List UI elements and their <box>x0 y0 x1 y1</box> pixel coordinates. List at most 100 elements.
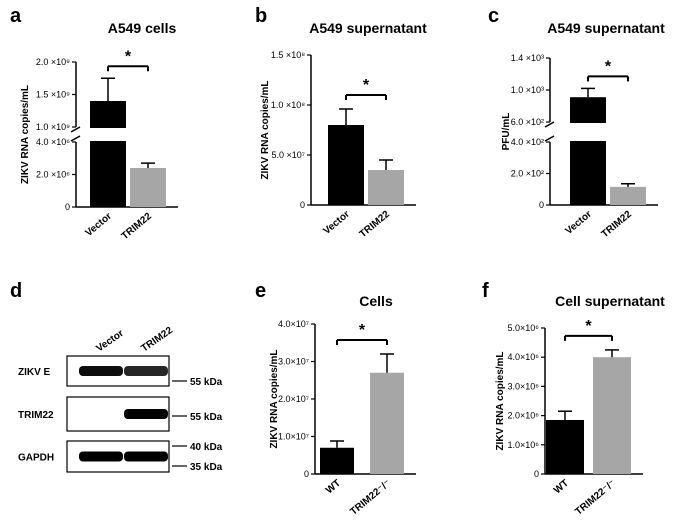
y-tick-label: 1.5 ×10⁸ <box>271 50 305 60</box>
kda-marker: 35 kDa <box>190 462 223 473</box>
panel-title: Cells <box>359 293 393 309</box>
protein-band <box>79 366 123 376</box>
bar-vector <box>570 97 606 205</box>
axis-break-gap <box>89 128 127 141</box>
y-tick-label: 0 <box>534 469 539 479</box>
significance-bracket <box>345 94 387 100</box>
x-tick-label: TRIM22⁻/⁻ <box>348 478 393 518</box>
axis-break-mark <box>70 135 81 142</box>
axis-break-gap <box>569 123 607 141</box>
y-tick-label: 2.0×10⁶ <box>508 411 540 421</box>
y-tick-label: 0 <box>304 469 309 479</box>
bar-wt <box>546 419 584 474</box>
kda-marker: 40 kDa <box>190 442 223 453</box>
significance-star: * <box>363 77 370 94</box>
western-blot-panel: d Vector TRIM22 ZIKV E 55 kDa TRIM22 55 kDa GAP… <box>10 280 223 473</box>
chart-panel-b: b A549 supernatant ZIKV RNA copies/mL 0 5.0 … <box>255 5 427 240</box>
y-tick-label: 1.0 ×10⁸ <box>271 100 305 110</box>
y-tick-label: 0 <box>300 200 305 210</box>
panel-title: A549 cells <box>108 20 177 36</box>
error-bar <box>621 182 635 187</box>
x-tick-label: Vector <box>83 211 114 239</box>
error-bar <box>605 349 619 358</box>
panel-title: Cell supernatant <box>555 293 665 309</box>
x-tick-label: TRIM22 <box>600 209 635 241</box>
error-bar <box>141 162 155 168</box>
x-tick-label: TRIM22 <box>358 209 393 241</box>
y-tick-label: 4.0 ×10⁶ <box>36 137 70 147</box>
chart-panel-f: f Cell supernatant ZIKV RNA copies/mL 0 1.0×… <box>482 280 665 518</box>
y-axis-label: PFU/mL <box>501 113 512 151</box>
x-tick-label: WT <box>324 478 343 496</box>
y-tick-label: 4.0 ×10² <box>511 137 544 147</box>
y-tick-label: 5.0×10⁶ <box>508 323 540 333</box>
y-tick-label: 0 <box>65 202 70 212</box>
y-tick-label: 2.0×10⁷ <box>278 394 309 404</box>
protein-band <box>124 451 168 462</box>
significance-star: * <box>125 48 132 65</box>
chart-panel-a: a A549 cells ZIKV RNA copies/mL 0 2.0 ×10⁶ 4.… <box>10 5 178 242</box>
y-tick-label: 1.0 ×10³ <box>511 85 544 95</box>
y-tick-label: 4.0×10⁷ <box>278 319 309 329</box>
x-tick-label: Vector <box>321 209 352 237</box>
axis-break-mark <box>544 135 555 142</box>
bar-wt <box>320 447 354 474</box>
protein-band <box>124 409 168 419</box>
bar-trim22 <box>368 170 404 205</box>
chart-panel-e: e Cells ZIKV RNA copies/mL 0 1.0×10⁷ 2.0×10⁷ 3… <box>255 280 416 518</box>
protein-band <box>79 451 123 462</box>
y-tick-label: 1.4 ×10³ <box>511 53 544 63</box>
error-bar <box>330 440 344 448</box>
blot-row-label: TRIM22 <box>18 410 54 421</box>
error-bar <box>380 353 394 373</box>
x-tick-label: WT <box>552 478 571 496</box>
x-tick-label: TRIM22 <box>120 211 155 243</box>
panel-letter: e <box>255 280 266 302</box>
protein-band <box>124 366 168 376</box>
panel-title: A549 supernatant <box>547 20 665 36</box>
x-tick-label: TRIM22⁻/⁻ <box>573 478 618 518</box>
blot-row: GAPDH 40 kDa 35 kDa <box>18 440 223 473</box>
error-bar <box>339 108 353 125</box>
blot-row: TRIM22 55 kDa <box>18 396 223 432</box>
y-tick-label: 2.0 ×10⁹ <box>36 57 70 67</box>
error-bar <box>379 159 393 170</box>
panel-letter: f <box>482 280 489 302</box>
y-tick-label: 0 <box>539 200 544 210</box>
significance-bracket <box>336 339 388 345</box>
error-bar <box>581 87 595 98</box>
error-bar <box>101 77 115 101</box>
y-tick-label: 1.5 ×10⁹ <box>36 90 70 100</box>
significance-bracket <box>564 334 613 341</box>
panel-title: A549 supernatant <box>309 20 427 36</box>
panel-letter: c <box>488 5 499 27</box>
bar-vector <box>90 101 126 207</box>
y-axis-label: ZIKV RNA copies/mL <box>20 85 31 184</box>
panel-letter: b <box>255 5 267 27</box>
axis-break-mark <box>544 121 555 128</box>
y-axis-label: ZIKV RNA copies/mL <box>269 349 280 448</box>
bar-trim22 <box>370 372 404 474</box>
y-axis-label: ZIKV RNA copies/mL <box>495 351 506 450</box>
y-axis-label: ZIKV RNA copies/mL <box>260 80 271 179</box>
error-bar <box>558 410 572 420</box>
blot-row: ZIKV E 55 kDa <box>18 355 223 388</box>
y-tick-label: 4.0×10⁶ <box>508 352 540 362</box>
chart-panel-c: c A549 supernatant PFU/mL 0 2.0 ×10² 4.0 ×10²… <box>488 5 665 240</box>
lane-label: Vector <box>94 328 125 355</box>
axis-break-mark <box>70 126 81 133</box>
panel-letter: a <box>10 5 22 27</box>
lane-label: TRIM22 <box>139 325 175 355</box>
y-tick-label: 1.0×10⁶ <box>508 440 540 450</box>
bar-trim22 <box>593 357 631 474</box>
kda-marker: 55 kDa <box>190 377 223 388</box>
blot-row-label: ZIKV E <box>18 367 51 378</box>
panel-letter: d <box>10 280 22 302</box>
kda-marker: 55 kDa <box>190 412 223 423</box>
significance-bracket <box>587 75 629 82</box>
y-tick-label: 2.0 ×10² <box>511 169 544 179</box>
y-tick-label: 2.0 ×10⁶ <box>36 170 70 180</box>
y-tick-label: 6.0 ×10² <box>511 117 544 127</box>
y-tick-label: 1.0 ×10⁹ <box>36 122 70 132</box>
blot-row-label: GAPDH <box>18 453 54 464</box>
